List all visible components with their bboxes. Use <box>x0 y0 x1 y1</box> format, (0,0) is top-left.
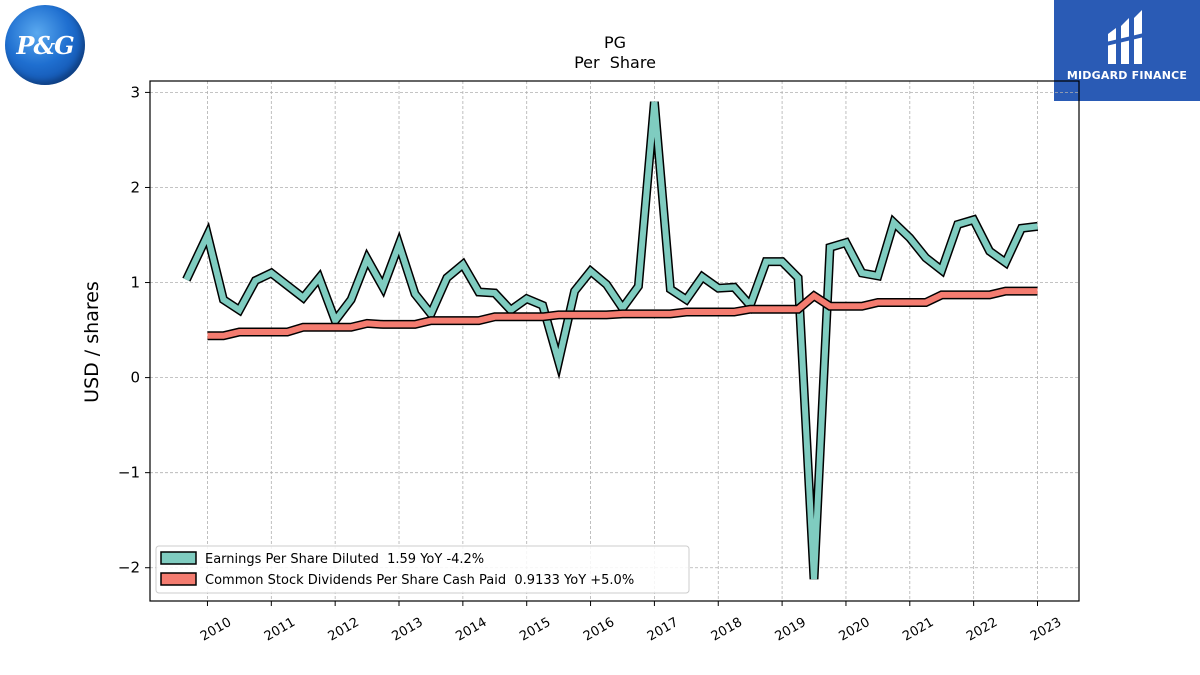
x-tick-label: 2011 <box>262 615 298 645</box>
legend-swatch <box>160 572 197 586</box>
midgard-finance-name: MIDGARD FINANCE <box>1066 69 1188 82</box>
legend-box <box>155 545 690 594</box>
x-tick-label: 2016 <box>581 615 617 645</box>
y-tick-label: −2 <box>118 559 140 577</box>
x-tick-label: 2019 <box>773 615 809 645</box>
x-axis: 2010 2011 2012 2013 2014 2015 2016 2017 2018 2019… <box>198 601 1064 644</box>
series-2 <box>207 286 1038 341</box>
legend-label: Common Stock Dividends Per Share Cash Pa… <box>205 573 634 588</box>
legend-swatch <box>160 551 197 565</box>
x-tick-label: 2015 <box>517 615 553 645</box>
y-tick-label: −1 <box>118 464 140 482</box>
y-tick-label: 3 <box>130 83 140 101</box>
series-1 <box>182 101 1039 580</box>
chart-subtitle: Per Share <box>574 53 656 72</box>
y-axis-label: USD / shares <box>81 281 103 403</box>
y-tick-label: 1 <box>130 274 140 292</box>
pg-logo: P&G <box>5 5 85 85</box>
y-tick-label: 0 <box>130 369 140 387</box>
x-tick-label: 2021 <box>900 615 936 645</box>
series-lines <box>182 101 1039 580</box>
x-tick-label: 2010 <box>198 615 234 645</box>
legend: Earnings Per Share Diluted 1.59 YoY -4.2… <box>155 545 690 594</box>
legend-label: Earnings Per Share Diluted 1.59 YoY -4.2… <box>205 552 484 567</box>
series-line <box>207 288 1038 339</box>
midgard-emblem-icon <box>1106 10 1148 64</box>
x-tick-label: 2017 <box>645 615 681 645</box>
chart-title: PG <box>604 33 626 52</box>
y-axis: 3 2 1 0 −1 −2 <box>118 83 150 577</box>
x-tick-label: 2023 <box>1028 615 1064 645</box>
x-tick-label: 2014 <box>453 615 489 645</box>
y-tick-label: 2 <box>130 178 140 196</box>
plot-frame <box>149 80 1080 602</box>
x-tick-label: 2022 <box>964 615 1000 645</box>
x-tick-label: 2018 <box>709 615 745 645</box>
midgard-finance-logo: MIDGARD FINANCE <box>1054 0 1200 101</box>
x-tick-label: 2012 <box>326 615 362 645</box>
series-line <box>183 101 1038 580</box>
x-tick-label: 2013 <box>390 615 426 645</box>
grid <box>150 81 1079 601</box>
pg-logo-text: P&G <box>16 30 74 60</box>
x-tick-label: 2020 <box>836 615 872 645</box>
